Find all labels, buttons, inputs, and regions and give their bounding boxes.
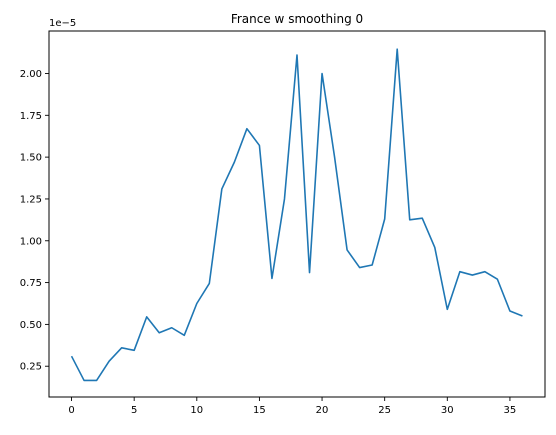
series-line (70, 48, 523, 382)
y-tick-label: 0.50 (20, 320, 42, 331)
y-tick-label: 1.00 (20, 236, 42, 247)
x-tick-label: 0 (68, 405, 74, 416)
y-axis-offset-label: 1e−5 (49, 18, 76, 29)
y-tick-label: 1.75 (20, 111, 42, 122)
x-tick-label: 5 (131, 405, 137, 416)
x-tick-label: 10 (190, 405, 203, 416)
y-tick-label: 2.00 (20, 69, 42, 80)
chart-title: France w smoothing 0 (231, 12, 363, 26)
x-tick-label: 15 (253, 405, 266, 416)
x-tick-label: 30 (441, 405, 454, 416)
y-tick-label: 1.25 (20, 194, 42, 205)
y-tick-label: 0.75 (20, 278, 42, 289)
x-tick-label: 20 (316, 405, 329, 416)
y-axis-ticks: 0.25 0.50 0.75 1.00 1.25 1.50 1.75 2.00 (20, 69, 49, 373)
axes-frame (48, 30, 546, 398)
x-tick-label: 35 (504, 405, 517, 416)
y-tick-label: 0.25 (20, 362, 42, 373)
y-tick-label: 1.50 (20, 153, 42, 164)
x-axis-ticks: 0 5 10 15 20 25 30 35 (68, 397, 516, 416)
x-tick-label: 25 (378, 405, 391, 416)
series-layer (70, 48, 523, 382)
